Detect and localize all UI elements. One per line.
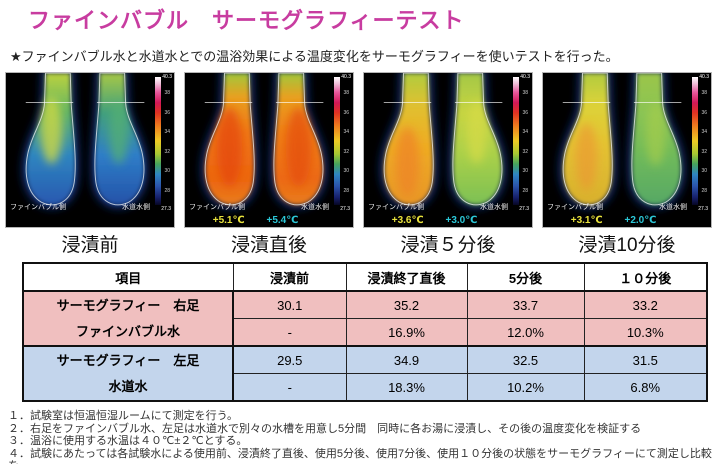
table-cell: 29.5 xyxy=(232,345,347,374)
left-side-label: ファインバブル側 xyxy=(547,204,603,211)
results-table: 項目 浸漬前 浸漬終了直後 5分後 １０分後 サーモグラフィー 右足 ファインバ… xyxy=(22,262,708,402)
right-foot xyxy=(449,73,506,209)
left-side-label: ファインバブル側 xyxy=(368,204,424,211)
table-cell: 30.1 xyxy=(232,290,347,319)
left-delta-temp: +3.1℃ xyxy=(570,215,603,226)
panel-caption: 浸漬５分後 xyxy=(400,235,496,256)
note-line-3: ３．温浴に使用する水温は４０℃±２℃とする。 xyxy=(8,435,248,448)
right-foot xyxy=(628,73,685,209)
left-foot xyxy=(201,73,258,209)
right-side-label: 水道水側 xyxy=(122,204,150,211)
thermal-panel-before: ファインバブル側 水道水側 40.3 38 36 34 32 30 28 27.… xyxy=(5,72,175,257)
temperature-colorbar xyxy=(513,77,519,205)
thermal-panel-10min: ファインバブル側 水道水側 +3.1℃ +2.0℃ 40.3 38 36 34 … xyxy=(542,72,712,257)
page-title: ファインバブル サーモグラフィーテスト xyxy=(28,8,465,33)
table-cell: 33.2 xyxy=(583,290,708,319)
colorbar-tick-labels: 38 36 34 32 30 28 xyxy=(164,90,170,194)
table-cell: 16.9% xyxy=(345,318,468,347)
header-just-after: 浸漬終了直後 xyxy=(345,262,468,292)
colorbar-max-label: 40.3 xyxy=(162,74,172,80)
right-foot xyxy=(91,73,148,209)
table-row-left-foot-temp: サーモグラフィー 左足 水道水 29.5 34.9 32.5 31.5 xyxy=(22,345,708,402)
table-cell: - xyxy=(232,373,347,402)
thermal-panels-row: ファインバブル側 水道水側 40.3 38 36 34 32 30 28 27.… xyxy=(0,72,717,257)
left-foot xyxy=(380,73,437,209)
note-line-2: ２．右足をファインバブル水、左足は水道水で別々の水槽を用意し5分間 同時に各お湯… xyxy=(8,422,642,435)
panel-caption: 浸漬前 xyxy=(61,235,119,256)
header-10min: １０分後 xyxy=(583,262,708,292)
colorbar-min-label: 27.3 xyxy=(161,206,171,212)
table-cell: 32.5 xyxy=(466,345,585,374)
note-line-4: ４．試験にあたっては各試験水による使用前、浸漬終了直後、使用5分後、使用7分後、… xyxy=(8,447,712,464)
colorbar-min-label: 27.3 xyxy=(519,206,529,212)
table-cell: 12.0% xyxy=(466,318,585,347)
colorbar-tick-labels: 38 36 34 32 30 28 xyxy=(522,90,528,194)
right-delta-temp: +2.0℃ xyxy=(624,215,657,226)
left-side-label: ファインバブル側 xyxy=(10,204,66,211)
table-row-left-foot-percent: - 18.3% 10.2% 6.8% xyxy=(23,373,708,402)
feet-thermal-svg xyxy=(380,73,506,209)
thermal-image: ファインバブル側 水道水側 +3.1℃ +2.0℃ 40.3 38 36 34 … xyxy=(542,72,712,228)
table-row-right-foot-temp: サーモグラフィー 右足 ファインバブル水 30.1 35.2 33.7 33.2 xyxy=(22,290,708,347)
left-delta-temp: +5.1℃ xyxy=(212,215,245,226)
temperature-colorbar xyxy=(334,77,340,205)
table-cell: 35.2 xyxy=(345,290,468,319)
right-delta-temp: +5.4℃ xyxy=(266,215,299,226)
table-cell: 10.3% xyxy=(583,318,708,347)
table-row-right-foot-percent: - 16.9% 12.0% 10.3% xyxy=(23,318,708,347)
colorbar-max-label: 40.3 xyxy=(699,74,709,80)
notes-section: １．試験室は恒温恒湿ルームにて測定を行う。 ２．右足をファインバブル水、左足は水… xyxy=(8,410,717,464)
thermal-panel-just-after: ファインバブル側 水道水側 +5.1℃ +5.4℃ 40.3 38 36 34 … xyxy=(184,72,354,257)
row-label-tap-water: サーモグラフィー 左足 水道水 xyxy=(22,345,234,402)
colorbar-tick-labels: 38 36 34 32 30 28 xyxy=(343,90,349,194)
table-header-row: 項目 浸漬前 浸漬終了直後 5分後 １０分後 xyxy=(22,262,708,292)
colorbar-tick-labels: 38 36 34 32 30 28 xyxy=(701,90,707,194)
right-foot xyxy=(270,73,327,209)
right-side-label: 水道水側 xyxy=(480,204,508,211)
header-5min: 5分後 xyxy=(466,262,585,292)
table-cell: 6.8% xyxy=(583,373,708,402)
row-label-fine-bubble: サーモグラフィー 右足 ファインバブル水 xyxy=(22,290,234,347)
left-foot xyxy=(22,73,79,209)
left-delta-temp: +3.6℃ xyxy=(391,215,424,226)
thermal-image: ファインバブル側 水道水側 40.3 38 36 34 32 30 28 27.… xyxy=(5,72,175,228)
colorbar-min-label: 27.3 xyxy=(698,206,708,212)
header-item: 項目 xyxy=(22,262,234,292)
temperature-colorbar xyxy=(692,77,698,205)
thermal-panel-5min: ファインバブル側 水道水側 +3.6℃ +3.0℃ 40.3 38 36 34 … xyxy=(363,72,533,257)
page-subtitle: ★ファインバブル水と水道水とでの温浴効果による温度変化をサーモグラフィーを使いテ… xyxy=(10,49,619,64)
right-side-label: 水道水側 xyxy=(659,204,687,211)
left-side-label: ファインバブル側 xyxy=(189,204,245,211)
right-delta-temp: +3.0℃ xyxy=(445,215,478,226)
table-cell: 18.3% xyxy=(345,373,468,402)
feet-thermal-svg xyxy=(559,73,685,209)
table-cell: 34.9 xyxy=(345,345,468,374)
panel-caption: 浸漬直後 xyxy=(230,235,307,256)
colorbar-max-label: 40.3 xyxy=(341,74,351,80)
colorbar-min-label: 27.3 xyxy=(340,206,350,212)
note-line-1: １．試験室は恒温恒湿ルームにて測定を行う。 xyxy=(8,410,239,422)
table-cell: 10.2% xyxy=(466,373,585,402)
panel-caption: 浸漬10分後 xyxy=(578,235,676,256)
colorbar-max-label: 40.3 xyxy=(520,74,530,80)
thermal-image: ファインバブル側 水道水側 +5.1℃ +5.4℃ 40.3 38 36 34 … xyxy=(184,72,354,228)
table-cell: - xyxy=(232,318,347,347)
table-cell: 33.7 xyxy=(466,290,585,319)
feet-thermal-svg xyxy=(22,73,148,209)
temperature-colorbar xyxy=(155,77,161,205)
thermal-image: ファインバブル側 水道水側 +3.6℃ +3.0℃ 40.3 38 36 34 … xyxy=(363,72,533,228)
feet-thermal-svg xyxy=(201,73,327,209)
right-side-label: 水道水側 xyxy=(301,204,329,211)
left-foot xyxy=(559,73,616,209)
header-before: 浸漬前 xyxy=(232,262,347,292)
table-cell: 31.5 xyxy=(583,345,708,374)
